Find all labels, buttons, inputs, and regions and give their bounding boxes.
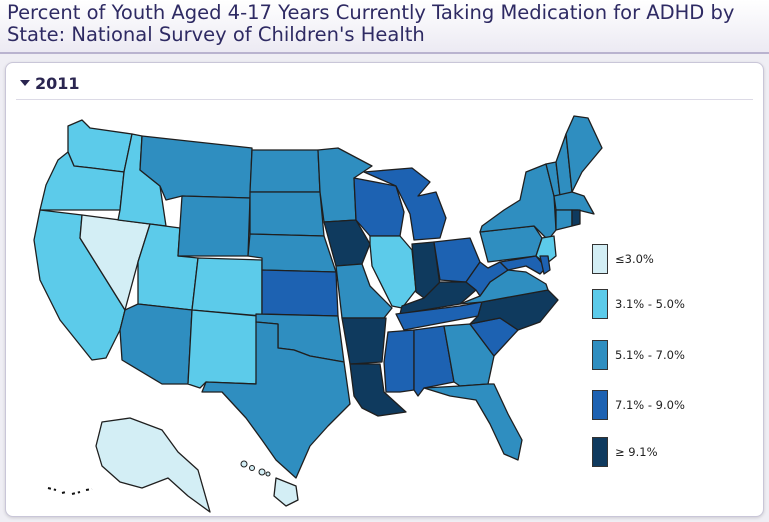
state-nm[interactable]: [187, 309, 259, 389]
state-wa[interactable]: [67, 119, 133, 173]
legend-label: ≤3.0%: [615, 252, 654, 266]
legend-label: 5.1% - 7.0%: [615, 348, 685, 362]
state-mi[interactable]: [363, 167, 447, 241]
state-or[interactable]: [39, 151, 125, 211]
state-fl[interactable]: [423, 383, 523, 461]
state-ct[interactable]: [555, 209, 573, 231]
hawaii-islands: [240, 460, 271, 477]
state-me[interactable]: [565, 115, 603, 193]
state-ar[interactable]: [341, 317, 387, 365]
state-az[interactable]: [119, 303, 193, 385]
legend-item: 3.1% - 5.0%: [592, 289, 685, 319]
state-ri[interactable]: [571, 209, 581, 227]
legend-label: ≥ 9.1%: [615, 445, 658, 459]
state-ks[interactable]: [261, 269, 339, 317]
state-ia[interactable]: [323, 219, 371, 267]
year-toggle[interactable]: 2011: [20, 73, 80, 93]
legend-swatch: [592, 340, 608, 370]
state-wy[interactable]: [177, 195, 251, 257]
legend-swatch: [592, 390, 608, 420]
page-header: Percent of Youth Aged 4-17 Years Current…: [0, 0, 769, 54]
legend-label: 7.1% - 9.0%: [615, 398, 685, 412]
state-co[interactable]: [191, 257, 263, 317]
state-nd[interactable]: [249, 149, 321, 193]
legend-item: ≤3.0%: [592, 244, 654, 274]
state-tx[interactable]: [201, 321, 351, 479]
divider: [16, 99, 753, 100]
state-sd[interactable]: [249, 191, 325, 237]
legend-item: 5.1% - 7.0%: [592, 340, 685, 370]
legend-label: 3.1% - 5.0%: [615, 297, 685, 311]
state-hi[interactable]: [273, 477, 299, 507]
legend-swatch: [592, 289, 608, 319]
state-md[interactable]: [499, 255, 547, 275]
state-ak[interactable]: [95, 417, 211, 513]
state-ms[interactable]: [383, 329, 415, 393]
legend-swatch: [592, 437, 608, 467]
aleutian-islands: [47, 487, 93, 495]
legend-item: 7.1% - 9.0%: [592, 390, 685, 420]
state-la[interactable]: [349, 363, 407, 417]
year-label: 2011: [35, 73, 80, 93]
caret-down-icon: [20, 80, 30, 86]
state-de[interactable]: [539, 255, 551, 275]
legend-swatch: [592, 244, 608, 274]
legend-item: ≥ 9.1%: [592, 437, 658, 467]
page-title: Percent of Youth Aged 4-17 Years Current…: [7, 1, 735, 46]
